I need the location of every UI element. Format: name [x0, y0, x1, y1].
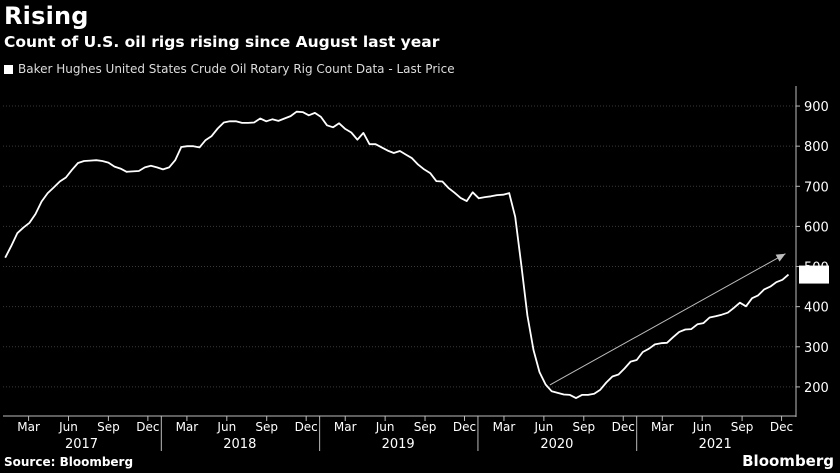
- x-tick-label: Dec: [295, 420, 318, 434]
- y-tick-label: 200: [804, 381, 829, 396]
- x-year-label: 2019: [382, 437, 415, 452]
- legend-swatch: [4, 64, 13, 74]
- x-tick-label: Jun: [533, 420, 553, 434]
- x-tick-label: Mar: [17, 420, 40, 434]
- x-year-label: 2017: [65, 437, 98, 452]
- y-tick-label: 900: [804, 100, 829, 115]
- legend: Baker Hughes United States Crude Oil Rot…: [4, 62, 455, 76]
- x-tick-label: Mar: [493, 420, 516, 434]
- x-tick-label: Jun: [375, 420, 395, 434]
- x-tick-label: Sep: [414, 420, 437, 434]
- trend-arrow-head: [775, 253, 786, 262]
- x-tick-label: Sep: [731, 420, 754, 434]
- x-tick-label: Dec: [136, 420, 159, 434]
- y-tick-label: 600: [804, 220, 829, 235]
- x-tick-label: Sep: [255, 420, 278, 434]
- x-tick-label: Sep: [572, 420, 595, 434]
- x-tick-label: Jun: [58, 420, 78, 434]
- x-tick-label: Dec: [453, 420, 476, 434]
- x-tick-label: Mar: [651, 420, 674, 434]
- last-value-label: 480: [802, 269, 827, 284]
- y-tick-label: 700: [804, 180, 829, 195]
- x-tick-label: Mar: [176, 420, 199, 434]
- x-tick-label: Dec: [612, 420, 635, 434]
- x-tick-label: Jun: [692, 420, 712, 434]
- x-year-label: 2018: [223, 437, 256, 452]
- brand-logo: Bloomberg: [742, 452, 834, 470]
- x-year-label: 2020: [540, 437, 573, 452]
- chart-title: Rising: [4, 2, 89, 30]
- last-value-box: [799, 265, 829, 284]
- y-tick-label: 800: [804, 140, 829, 155]
- series-line: [4, 110, 790, 399]
- y-tick-label: 400: [804, 301, 829, 316]
- legend-label: Baker Hughes United States Crude Oil Rot…: [18, 62, 455, 76]
- y-tick-label: 300: [804, 341, 829, 356]
- x-tick-label: Mar: [334, 420, 357, 434]
- source-note: Source: Bloomberg: [4, 455, 134, 469]
- x-tick-label: Jun: [216, 420, 236, 434]
- trend-arrow-line: [549, 253, 786, 386]
- x-year-label: 2021: [699, 437, 732, 452]
- x-tick-label: Dec: [770, 420, 793, 434]
- chart-subtitle: Count of U.S. oil rigs rising since Augu…: [4, 33, 440, 51]
- x-tick-label: Sep: [97, 420, 120, 434]
